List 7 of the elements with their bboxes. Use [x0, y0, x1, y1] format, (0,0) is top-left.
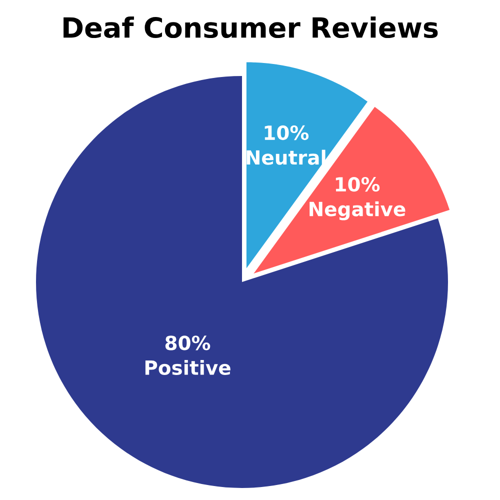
slice-label: Neutral — [246, 150, 326, 165]
data-label: 80% — [165, 336, 210, 350]
data-label: 10% — [336, 176, 380, 192]
slice-label: Negative — [310, 201, 406, 220]
data-label: 10% — [264, 125, 309, 140]
slice-label: Positive — [145, 360, 230, 375]
chart-title: Deaf Consumer Reviews — [64, 16, 438, 38]
